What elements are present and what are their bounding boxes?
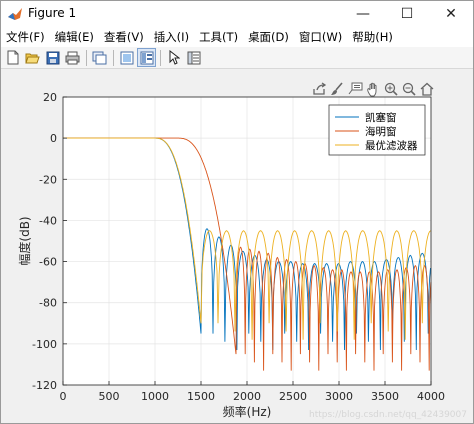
show-plot-tools-button[interactable]: [137, 48, 156, 67]
hide-plot-tools-icon: [120, 51, 133, 64]
edit-plot-arrow-icon: [169, 50, 180, 65]
x-tick-label: 1000: [141, 390, 169, 403]
legend-entry-label: 最优滤波器: [365, 139, 418, 152]
series-layer: [63, 137, 432, 371]
pan-icon: [367, 82, 377, 96]
pan-button[interactable]: [365, 81, 381, 97]
datatip-button[interactable]: [347, 81, 363, 97]
watermark-text: https://blog.csdn.net/qq_42439007: [309, 410, 467, 420]
show-plot-tools-icon: [140, 51, 153, 64]
x-tick-label: 500: [99, 390, 120, 403]
y-axis-label: 幅度(dB): [17, 216, 32, 265]
new-figure-button[interactable]: [3, 48, 22, 67]
menu-tools[interactable]: 工具(T): [199, 30, 239, 44]
print-button[interactable]: [63, 48, 82, 67]
matlab-logo-icon: [8, 8, 22, 20]
x-tick-label: 2000: [233, 390, 261, 403]
close-button[interactable]: ✕: [429, 1, 473, 27]
x-tick-label: 3000: [325, 390, 353, 403]
y-tick-label: -40: [39, 214, 57, 227]
y-tick-label: -80: [39, 297, 57, 310]
maximize-icon: ☐: [400, 6, 414, 22]
save-button[interactable]: [43, 48, 62, 67]
minimize-icon: —: [356, 6, 370, 22]
toolbar-separator: [113, 49, 114, 66]
zoom-out-icon: [402, 82, 416, 96]
link-plot-button[interactable]: [90, 48, 109, 67]
title-bar[interactable]: Figure 1 — ☐ ✕: [1, 1, 473, 27]
link-plot-icon: [92, 51, 107, 64]
zoom-out-button[interactable]: [401, 81, 417, 97]
print-icon: [65, 51, 80, 64]
menu-edit[interactable]: 编辑(E): [54, 30, 94, 44]
zoom-in-icon: [384, 82, 398, 96]
zoom-in-button[interactable]: [383, 81, 399, 97]
menu-window[interactable]: 窗口(W): [298, 30, 343, 44]
menu-view[interactable]: 查看(V): [103, 30, 144, 44]
toolbar-separator: [160, 49, 161, 66]
menu-help[interactable]: 帮助(H): [352, 30, 393, 44]
x-tick-label: 4000: [417, 390, 445, 403]
x-tick-label: 2500: [279, 390, 307, 403]
x-tick-label: 3500: [371, 390, 399, 403]
y-tick-label: 20: [43, 91, 57, 104]
tick-labels: 0 500 1000 1500 2000 2500 3000 3500 4000 20 0 -20 -4…: [32, 91, 445, 403]
close-icon: ✕: [445, 6, 457, 22]
legend-box: [328, 104, 426, 156]
property-inspector-button[interactable]: [184, 48, 203, 67]
y-tick-label: -120: [32, 379, 57, 392]
brush-icon: [331, 82, 343, 95]
x-axis-label: 频率(Hz): [223, 404, 272, 419]
series-line-2[interactable]: [63, 137, 432, 340]
ticks: [62, 96, 432, 386]
home-button[interactable]: [419, 81, 435, 97]
brush-button[interactable]: [329, 81, 345, 97]
datatip-icon: [348, 82, 362, 95]
menu-insert[interactable]: 插入(I): [153, 30, 190, 44]
y-tick-label: 0: [50, 132, 57, 145]
open-file-icon: [25, 53, 40, 63]
figure-toolbar: [1, 47, 473, 69]
maximize-button[interactable]: ☐: [385, 1, 429, 27]
toolbar-separator: [86, 49, 87, 66]
axes-toolbar: [311, 81, 437, 97]
export-icon: [312, 82, 326, 95]
menu-desktop[interactable]: 桌面(D): [248, 30, 289, 44]
menu-file[interactable]: 文件(F): [6, 30, 45, 44]
x-tick-label: 1500: [187, 390, 215, 403]
property-inspector-icon: [187, 51, 200, 64]
menu-bar: 文件(F) 编辑(E) 查看(V) 插入(I) 工具(T) 桌面(D) 窗口(W…: [1, 27, 473, 47]
edit-plot-button[interactable]: [164, 48, 183, 67]
save-icon: [46, 51, 59, 64]
legend-entry-label: 凯塞窗: [365, 111, 397, 124]
y-tick-label: -60: [39, 256, 57, 269]
hide-plot-tools-button[interactable]: [117, 48, 136, 67]
legend-entry-label: 海明窗: [365, 125, 397, 138]
open-file-button[interactable]: [23, 48, 42, 67]
minimize-button[interactable]: —: [341, 1, 385, 27]
x-tick-label: 0: [60, 390, 67, 403]
export-button[interactable]: [311, 81, 327, 97]
home-icon: [420, 82, 434, 96]
new-figure-icon: [7, 50, 18, 65]
window-title: Figure 1: [28, 6, 77, 20]
y-tick-label: -100: [32, 338, 57, 351]
y-tick-label: -20: [39, 173, 57, 186]
